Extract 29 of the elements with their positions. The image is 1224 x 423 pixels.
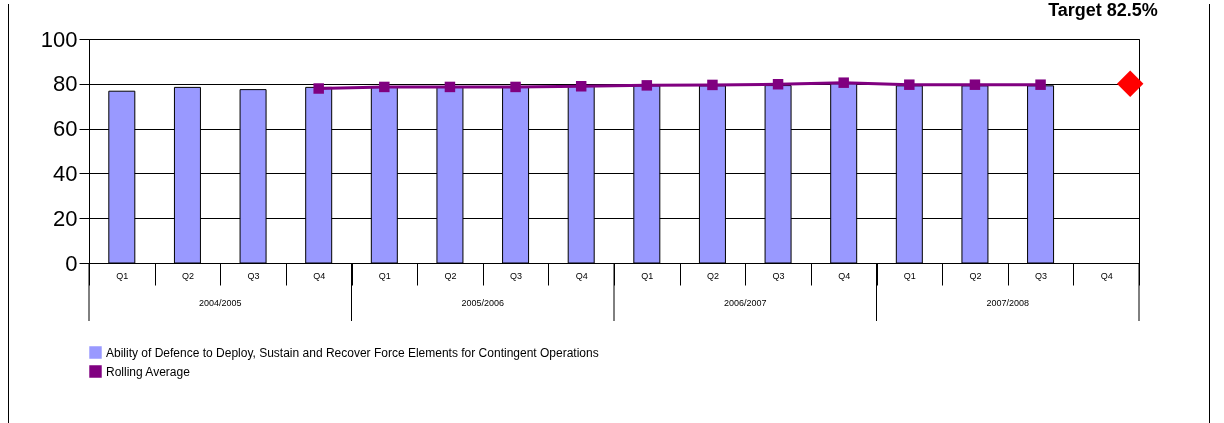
x-tick-label: Q3	[772, 270, 785, 281]
text: Target 82.5%	[1048, 0, 1158, 20]
x-tick-label: Q1	[116, 270, 129, 281]
y-tick-label: 0	[65, 250, 78, 276]
x-tick-label: Q2	[969, 270, 982, 281]
x-tick-label: Q1	[903, 270, 916, 281]
x-tick-label: Q3	[1035, 270, 1048, 281]
x-tick-label: Q4	[575, 270, 588, 281]
y-tick-label: 20	[53, 205, 78, 231]
legend-label: Rolling Average	[106, 364, 191, 379]
x-tick-label: Q2	[706, 270, 719, 281]
x-tick-label: Q3	[247, 270, 260, 281]
x-tick-label: Q2	[181, 270, 194, 281]
text: 2004/2005	[198, 298, 242, 308]
x-tick-label: Q1	[378, 270, 391, 281]
legend-label: Ability of Defence to Deploy, Sustain and Recover Force Elements for Contingent Operations	[106, 345, 599, 360]
text: 2007/2008	[986, 298, 1030, 308]
x-tick-label: Q1	[641, 270, 654, 281]
x-tick-label: Q4	[1100, 270, 1113, 281]
text: 2006/2007	[723, 298, 767, 308]
text: 2005/2006	[461, 298, 505, 308]
y-tick-label: 60	[53, 116, 78, 142]
y-tick-label: 100	[40, 26, 78, 52]
y-tick-label: 40	[53, 160, 78, 186]
x-tick-label: Q4	[838, 270, 851, 281]
x-tick-label: Q4	[313, 270, 326, 281]
x-tick-label: Q2	[444, 270, 457, 281]
x-tick-label: Q3	[510, 270, 523, 281]
y-tick-label: 80	[53, 71, 78, 97]
